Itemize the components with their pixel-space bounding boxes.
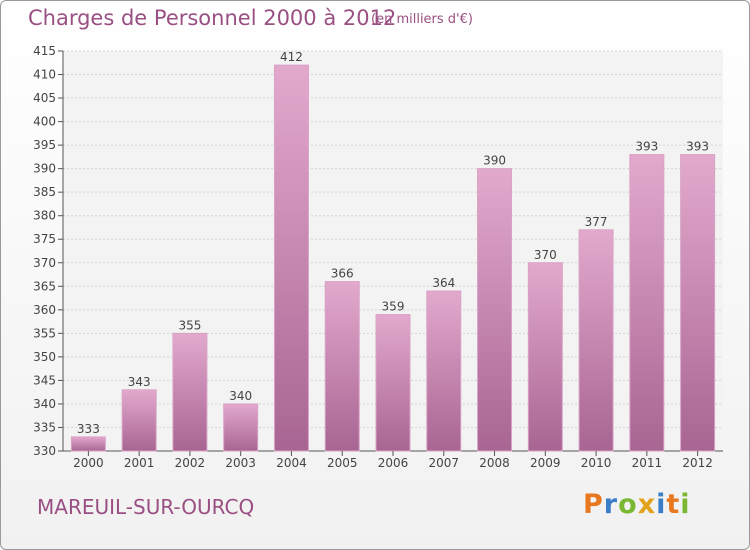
bar-value-label: 393 [635,140,658,154]
y-tick-label: 375 [33,232,56,246]
x-tick-label: 2010 [581,456,612,470]
x-tick-label: 2001 [124,456,155,470]
y-tick-label: 385 [33,185,56,199]
y-tick-label: 405 [33,91,56,105]
bar [375,314,411,452]
commune-name: MAREUIL-SUR-OURCQ [37,495,255,519]
logo-letter: r [603,489,619,520]
bar-value-label: 359 [382,300,405,314]
y-tick-label: 395 [33,138,56,152]
bar [680,154,716,452]
chart-subtitle: (en milliers d'€) [371,12,473,27]
proxiti-logo[interactable]: Proxiti [583,489,691,520]
y-tick-label: 365 [33,279,56,293]
bar [324,281,360,452]
x-tick-label: 2004 [276,456,307,470]
y-tick-label: 350 [33,350,56,364]
y-tick-label: 400 [33,115,56,129]
y-tick-label: 335 [33,420,56,434]
bar-value-label: 366 [331,267,354,281]
y-tick-label: 330 [33,444,56,458]
x-tick-label: 2005 [327,456,358,470]
logo-letter: i [680,489,691,520]
bar [70,436,106,452]
bar [578,229,614,452]
bar-value-label: 343 [128,375,151,389]
bar-value-label: 340 [229,389,252,403]
y-tick-label: 345 [33,373,56,387]
x-tick-label: 2007 [428,456,459,470]
x-tick-label: 2009 [530,456,561,470]
bar-value-label: 355 [178,318,201,332]
bar [273,64,309,452]
logo-letter: t [666,489,681,520]
bar-value-label: 390 [483,154,506,168]
y-tick-label: 360 [33,303,56,317]
bar [527,262,563,452]
bar-value-label: 412 [280,50,303,64]
x-tick-label: 2002 [175,456,206,470]
y-tick-label: 370 [33,256,56,270]
y-tick-label: 415 [33,44,56,58]
chart-title: Charges de Personnel 2000 à 2012 [28,6,397,30]
bar-value-label: 377 [585,215,608,229]
bar [121,389,157,452]
x-tick-label: 2011 [632,456,663,470]
bar [172,332,208,452]
y-tick-label: 410 [33,68,56,82]
bar [477,168,513,452]
bar [426,290,462,452]
x-tick-label: 2008 [479,456,510,470]
logo-letter: P [583,489,604,520]
bar-value-label: 370 [534,248,557,262]
y-tick-label: 390 [33,162,56,176]
bar [629,154,665,452]
bar-value-label: 333 [77,422,100,436]
logo-letter: x [637,489,657,520]
bar-value-label: 393 [686,140,709,154]
y-tick-label: 380 [33,209,56,223]
logo-letter: i [656,489,667,520]
x-tick-label: 2003 [225,456,256,470]
x-tick-label: 2000 [73,456,104,470]
bar-value-label: 364 [432,276,455,290]
y-tick-label: 340 [33,397,56,411]
x-tick-label: 2012 [682,456,713,470]
bar [223,403,259,452]
y-tick-label: 355 [33,326,56,340]
x-tick-label: 2006 [378,456,409,470]
logo-letter: o [618,489,638,520]
